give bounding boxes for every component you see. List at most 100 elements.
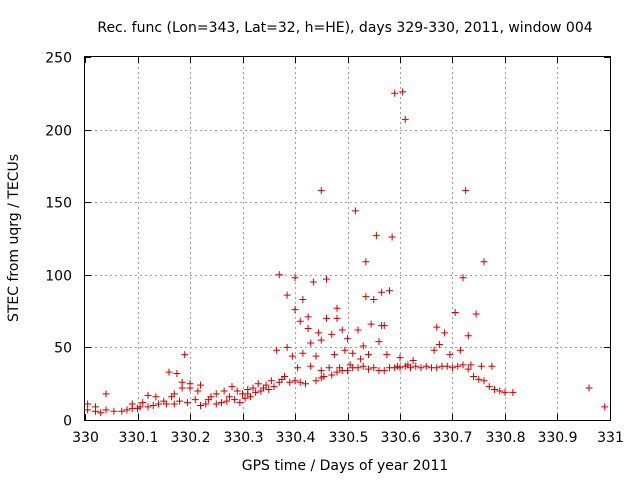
data-point bbox=[362, 293, 370, 301]
data-point bbox=[155, 400, 162, 408]
data-point bbox=[191, 396, 199, 404]
data-point bbox=[317, 187, 325, 195]
data-point bbox=[459, 274, 467, 282]
data-point bbox=[378, 288, 386, 296]
data-point bbox=[333, 314, 341, 322]
data-point bbox=[139, 399, 147, 407]
data-point bbox=[312, 352, 320, 360]
data-point bbox=[430, 346, 438, 354]
data-point bbox=[102, 406, 110, 414]
data-point bbox=[291, 274, 299, 282]
data-point bbox=[375, 338, 383, 346]
data-point bbox=[288, 352, 296, 360]
data-point bbox=[265, 386, 273, 394]
data-point bbox=[236, 399, 244, 407]
data-point bbox=[422, 362, 430, 370]
data-point bbox=[176, 397, 183, 405]
data-point bbox=[252, 388, 260, 396]
data-point bbox=[501, 388, 509, 396]
data-point bbox=[244, 386, 252, 394]
data-point bbox=[225, 393, 233, 401]
data-point bbox=[459, 361, 467, 369]
data-point bbox=[359, 362, 367, 370]
data-point bbox=[231, 396, 239, 404]
data-point bbox=[223, 397, 231, 405]
data-point bbox=[383, 351, 391, 359]
data-point bbox=[351, 207, 359, 215]
data-point bbox=[328, 330, 336, 338]
data-point bbox=[296, 378, 304, 386]
data-point bbox=[283, 343, 291, 351]
data-point bbox=[365, 351, 372, 359]
data-point bbox=[136, 403, 144, 411]
data-point bbox=[149, 401, 157, 409]
data-point bbox=[207, 393, 215, 401]
data-point bbox=[433, 323, 441, 331]
axis-ticks bbox=[85, 57, 611, 421]
y-tick-label: 50 bbox=[54, 341, 72, 357]
x-tick-label: 330.9 bbox=[537, 430, 577, 446]
x-tick-label: 330.6 bbox=[380, 430, 420, 446]
data-point bbox=[344, 335, 351, 343]
data-point bbox=[330, 351, 338, 359]
data-point bbox=[349, 349, 357, 357]
data-point bbox=[485, 383, 493, 391]
data-point bbox=[509, 388, 517, 396]
data-point bbox=[118, 407, 126, 415]
data-point bbox=[249, 384, 257, 392]
data-point bbox=[396, 354, 404, 362]
data-point bbox=[202, 400, 210, 408]
chart-title: Rec. func (Lon=343, Lat=32, h=HE), days … bbox=[97, 20, 592, 36]
data-point bbox=[291, 377, 299, 385]
data-point bbox=[338, 326, 346, 334]
data-point bbox=[496, 387, 504, 395]
data-point bbox=[380, 322, 388, 330]
data-point bbox=[401, 115, 409, 123]
x-tick-label: 330.3 bbox=[223, 430, 263, 446]
x-tick-label: 330.1 bbox=[118, 430, 158, 446]
data-point bbox=[472, 310, 480, 318]
data-points bbox=[84, 88, 609, 417]
data-point bbox=[451, 309, 459, 317]
y-axis-title: STEC from uqrg / TECUs bbox=[6, 154, 22, 322]
data-point bbox=[312, 377, 320, 385]
data-point bbox=[323, 275, 330, 283]
data-point bbox=[309, 278, 317, 286]
grid-lines bbox=[85, 57, 610, 420]
data-point bbox=[286, 378, 294, 386]
data-point bbox=[183, 399, 191, 407]
data-point bbox=[97, 409, 105, 417]
data-point bbox=[299, 295, 307, 303]
data-point bbox=[228, 383, 236, 391]
data-point bbox=[372, 232, 380, 240]
data-point bbox=[333, 304, 341, 312]
data-point bbox=[412, 362, 420, 370]
data-point bbox=[333, 368, 341, 376]
data-point bbox=[291, 306, 299, 314]
data-point bbox=[181, 351, 189, 359]
data-point bbox=[283, 291, 291, 299]
data-point bbox=[294, 364, 302, 372]
x-tick-label: 330.5 bbox=[328, 430, 368, 446]
data-point bbox=[491, 386, 498, 394]
data-point bbox=[212, 400, 220, 408]
data-point bbox=[165, 368, 173, 376]
data-point bbox=[475, 375, 483, 383]
data-point bbox=[585, 384, 593, 392]
data-point bbox=[367, 320, 375, 328]
x-axis-title: GPS time / Days of year 2011 bbox=[242, 458, 449, 474]
data-point bbox=[464, 332, 472, 340]
data-point bbox=[275, 271, 283, 279]
data-point bbox=[162, 400, 170, 408]
data-point bbox=[601, 403, 609, 411]
data-point bbox=[212, 390, 220, 398]
y-tick-label: 150 bbox=[45, 196, 72, 212]
data-point bbox=[307, 362, 315, 370]
x-tick-label: 330 bbox=[72, 430, 99, 446]
data-point bbox=[320, 372, 328, 380]
plot-frame bbox=[84, 56, 611, 421]
data-point bbox=[317, 336, 325, 344]
data-point bbox=[267, 377, 275, 385]
data-point bbox=[365, 365, 372, 373]
